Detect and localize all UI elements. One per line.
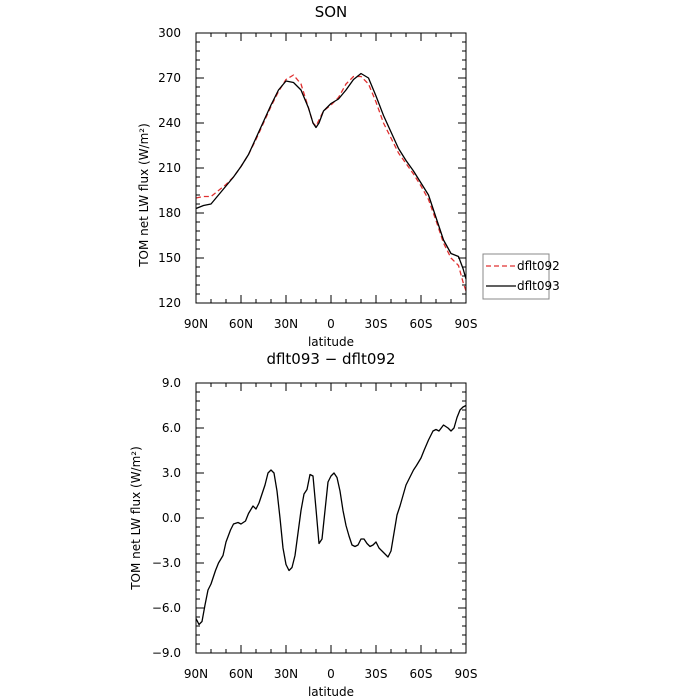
y-tick-label: −9.0: [152, 646, 181, 660]
bottom-chart: dflt093 − dflt092 90N 60N 30N 0 30S 60S 90S −9.…: [129, 350, 477, 699]
x-axis-label: latitude: [308, 685, 354, 699]
y-tick-label: 120: [158, 296, 181, 310]
y-tick-label: 6.0: [162, 421, 181, 435]
x-tick-label: 30N: [274, 317, 298, 331]
x-tick-label: 90S: [455, 317, 478, 331]
x-tick-label: 0: [327, 317, 335, 331]
legend: dflt092 dflt093: [482, 253, 560, 300]
chart-title: SON: [315, 3, 348, 21]
x-tick-label: 60S: [410, 317, 433, 331]
x-tick-label: 90S: [455, 667, 478, 681]
y-axis-label: TOM net LW flux (W/m²): [129, 446, 143, 591]
legend-box: [482, 253, 550, 300]
plot-frame: [195, 32, 467, 304]
y-tick-label: 0.0: [162, 511, 181, 525]
x-axis-label: latitude: [308, 335, 354, 349]
plot-frame: [195, 382, 467, 654]
legend-label-dflt092: dflt092: [517, 259, 560, 273]
x-tick-label: 60N: [229, 317, 253, 331]
y-axis-label: TOM net LW flux (W/m²): [137, 123, 151, 268]
x-tick-label: 0: [327, 667, 335, 681]
y-tick-label: 150: [158, 251, 181, 265]
y-tick-label: 240: [158, 116, 181, 130]
y-tick-label: −6.0: [152, 601, 181, 615]
series-line-dflt093: [195, 72, 467, 280]
chart-title: dflt093 − dflt092: [266, 350, 395, 368]
x-tick-label: 30N: [274, 667, 298, 681]
legend-label-dflt093: dflt093: [517, 279, 560, 293]
y-tick-label: 270: [158, 71, 181, 85]
x-tick-label: 60S: [410, 667, 433, 681]
x-tick-label: 30S: [365, 667, 388, 681]
y-tick-label: 3.0: [162, 466, 181, 480]
y-tick-label: 300: [158, 26, 181, 40]
x-tick-label: 90N: [184, 667, 208, 681]
series-line-dflt092: [195, 74, 467, 292]
series-line-difference: [195, 404, 467, 626]
y-tick-label: 180: [158, 206, 181, 220]
y-tick-label: 9.0: [162, 376, 181, 390]
x-tick-label: 60N: [229, 667, 253, 681]
top-chart: SON 90N 60N 30N 0 30S 60S 90S 120 150 180 210 240 27…: [137, 3, 560, 349]
y-tick-label: 210: [158, 161, 181, 175]
x-tick-label: 90N: [184, 317, 208, 331]
x-tick-label: 30S: [365, 317, 388, 331]
y-tick-label: −3.0: [152, 556, 181, 570]
